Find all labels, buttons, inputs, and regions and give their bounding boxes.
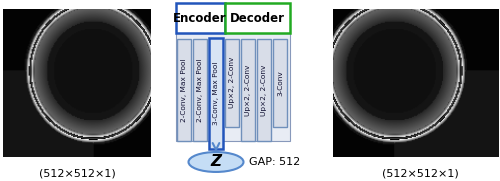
Text: (512×512×1): (512×512×1) (382, 169, 458, 179)
Text: GAP: 512: GAP: 512 (249, 157, 300, 167)
Text: Z: Z (210, 155, 222, 169)
Text: Encoder: Encoder (173, 12, 227, 25)
Bar (177, 39, 191, 141)
Bar (273, 39, 287, 127)
Bar (209, 38, 223, 149)
Circle shape (188, 152, 244, 172)
Text: Up×2, 2-Conv: Up×2, 2-Conv (261, 64, 267, 116)
Text: 3-Conv: 3-Conv (277, 70, 283, 96)
Text: 2-Conv, Max Pool: 2-Conv, Max Pool (181, 58, 187, 122)
Bar (176, 3, 224, 33)
Bar (241, 39, 255, 141)
Text: Up×2, 2-Conv: Up×2, 2-Conv (229, 57, 235, 108)
Bar (257, 39, 271, 141)
Text: Up×2, 2-Conv: Up×2, 2-Conv (245, 64, 251, 116)
Bar (176, 33, 290, 141)
Text: 2-Conv, Max Pool: 2-Conv, Max Pool (197, 58, 203, 122)
Bar (193, 39, 207, 141)
Bar (225, 39, 239, 127)
Text: Decoder: Decoder (230, 12, 285, 25)
Text: 3-Conv, Max Pool: 3-Conv, Max Pool (213, 62, 219, 125)
Bar (224, 3, 290, 33)
Text: (512×512×1): (512×512×1) (39, 169, 116, 179)
